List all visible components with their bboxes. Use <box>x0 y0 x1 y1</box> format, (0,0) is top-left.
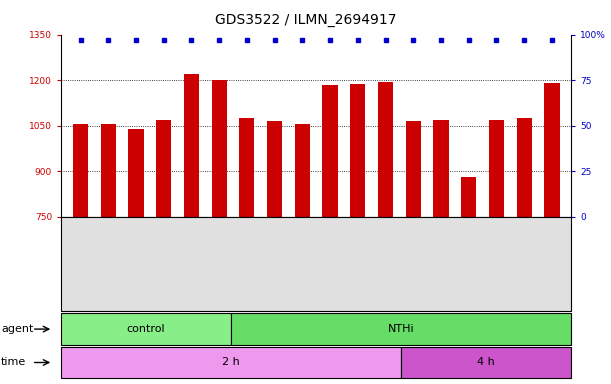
Bar <box>211 80 227 217</box>
Bar <box>267 121 282 217</box>
Text: 2 h: 2 h <box>222 358 240 367</box>
Bar <box>323 85 338 217</box>
Bar <box>406 121 421 217</box>
Bar <box>461 177 477 217</box>
Bar <box>295 124 310 217</box>
Bar <box>350 84 365 217</box>
Text: time: time <box>1 358 26 367</box>
Bar <box>433 120 448 217</box>
Bar <box>128 129 144 217</box>
Bar <box>489 120 504 217</box>
Bar <box>73 124 88 217</box>
Bar <box>240 118 255 217</box>
Text: GDS3522 / ILMN_2694917: GDS3522 / ILMN_2694917 <box>214 13 397 27</box>
Text: agent: agent <box>1 324 34 334</box>
Bar <box>378 82 393 217</box>
Bar <box>156 120 171 217</box>
Bar <box>101 124 116 217</box>
Text: 4 h: 4 h <box>477 358 495 367</box>
Text: control: control <box>127 324 166 334</box>
Bar <box>544 83 560 217</box>
Bar <box>516 118 532 217</box>
Bar <box>184 74 199 217</box>
Text: NTHi: NTHi <box>388 324 414 334</box>
